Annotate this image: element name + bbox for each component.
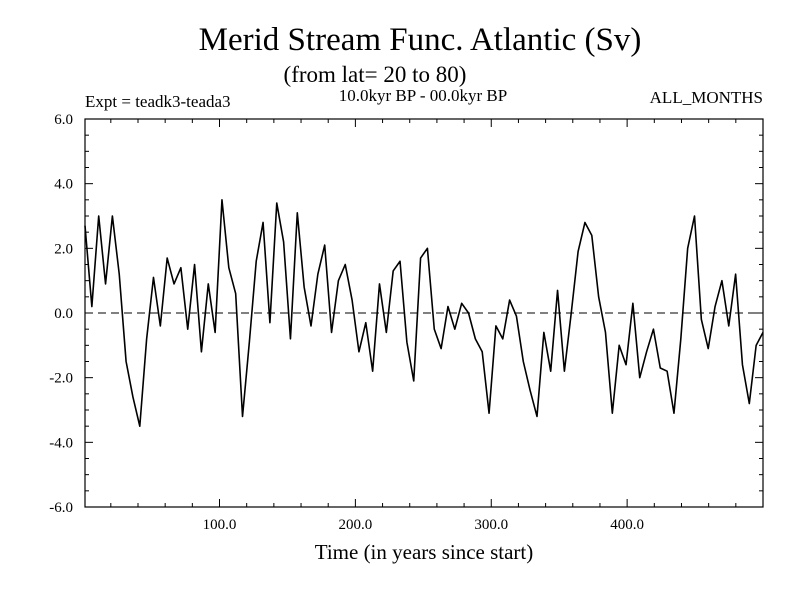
plot-frame — [84, 118, 764, 508]
experiment-label: Expt = teadk3-teada3 — [85, 92, 231, 111]
y-tick-label: -4.0 — [49, 435, 73, 451]
season-label: ALL_MONTHS — [650, 88, 763, 107]
y-tick-label: 4.0 — [54, 177, 73, 193]
y-tick-label: -6.0 — [49, 500, 73, 516]
y-tick-label: 6.0 — [54, 112, 73, 128]
chart-subtitle: (from lat= 20 to 80) — [284, 62, 467, 87]
series-line — [84, 199, 764, 427]
x-tick-label: 400.0 — [610, 517, 644, 533]
x-tick-label: 300.0 — [474, 517, 508, 533]
y-tick-label: -2.0 — [49, 371, 73, 387]
plot-layer: -6.0 -4.0 -2.0 0.0 2.0 4.0 6.0 100.0 200.0 300.0 4… — [49, 112, 764, 533]
x-tick-label: 200.0 — [339, 517, 373, 533]
y-tick-label: 0.0 — [54, 306, 73, 322]
period-label: 10.0kyr BP - 00.0kyr BP — [339, 86, 507, 105]
y-tick-label: 2.0 — [54, 241, 73, 257]
chart-title: Merid Stream Func. Atlantic (Sv) — [199, 22, 642, 58]
x-tick-label: 100.0 — [203, 517, 237, 533]
x-axis-label: Time (in years since start) — [315, 540, 534, 564]
